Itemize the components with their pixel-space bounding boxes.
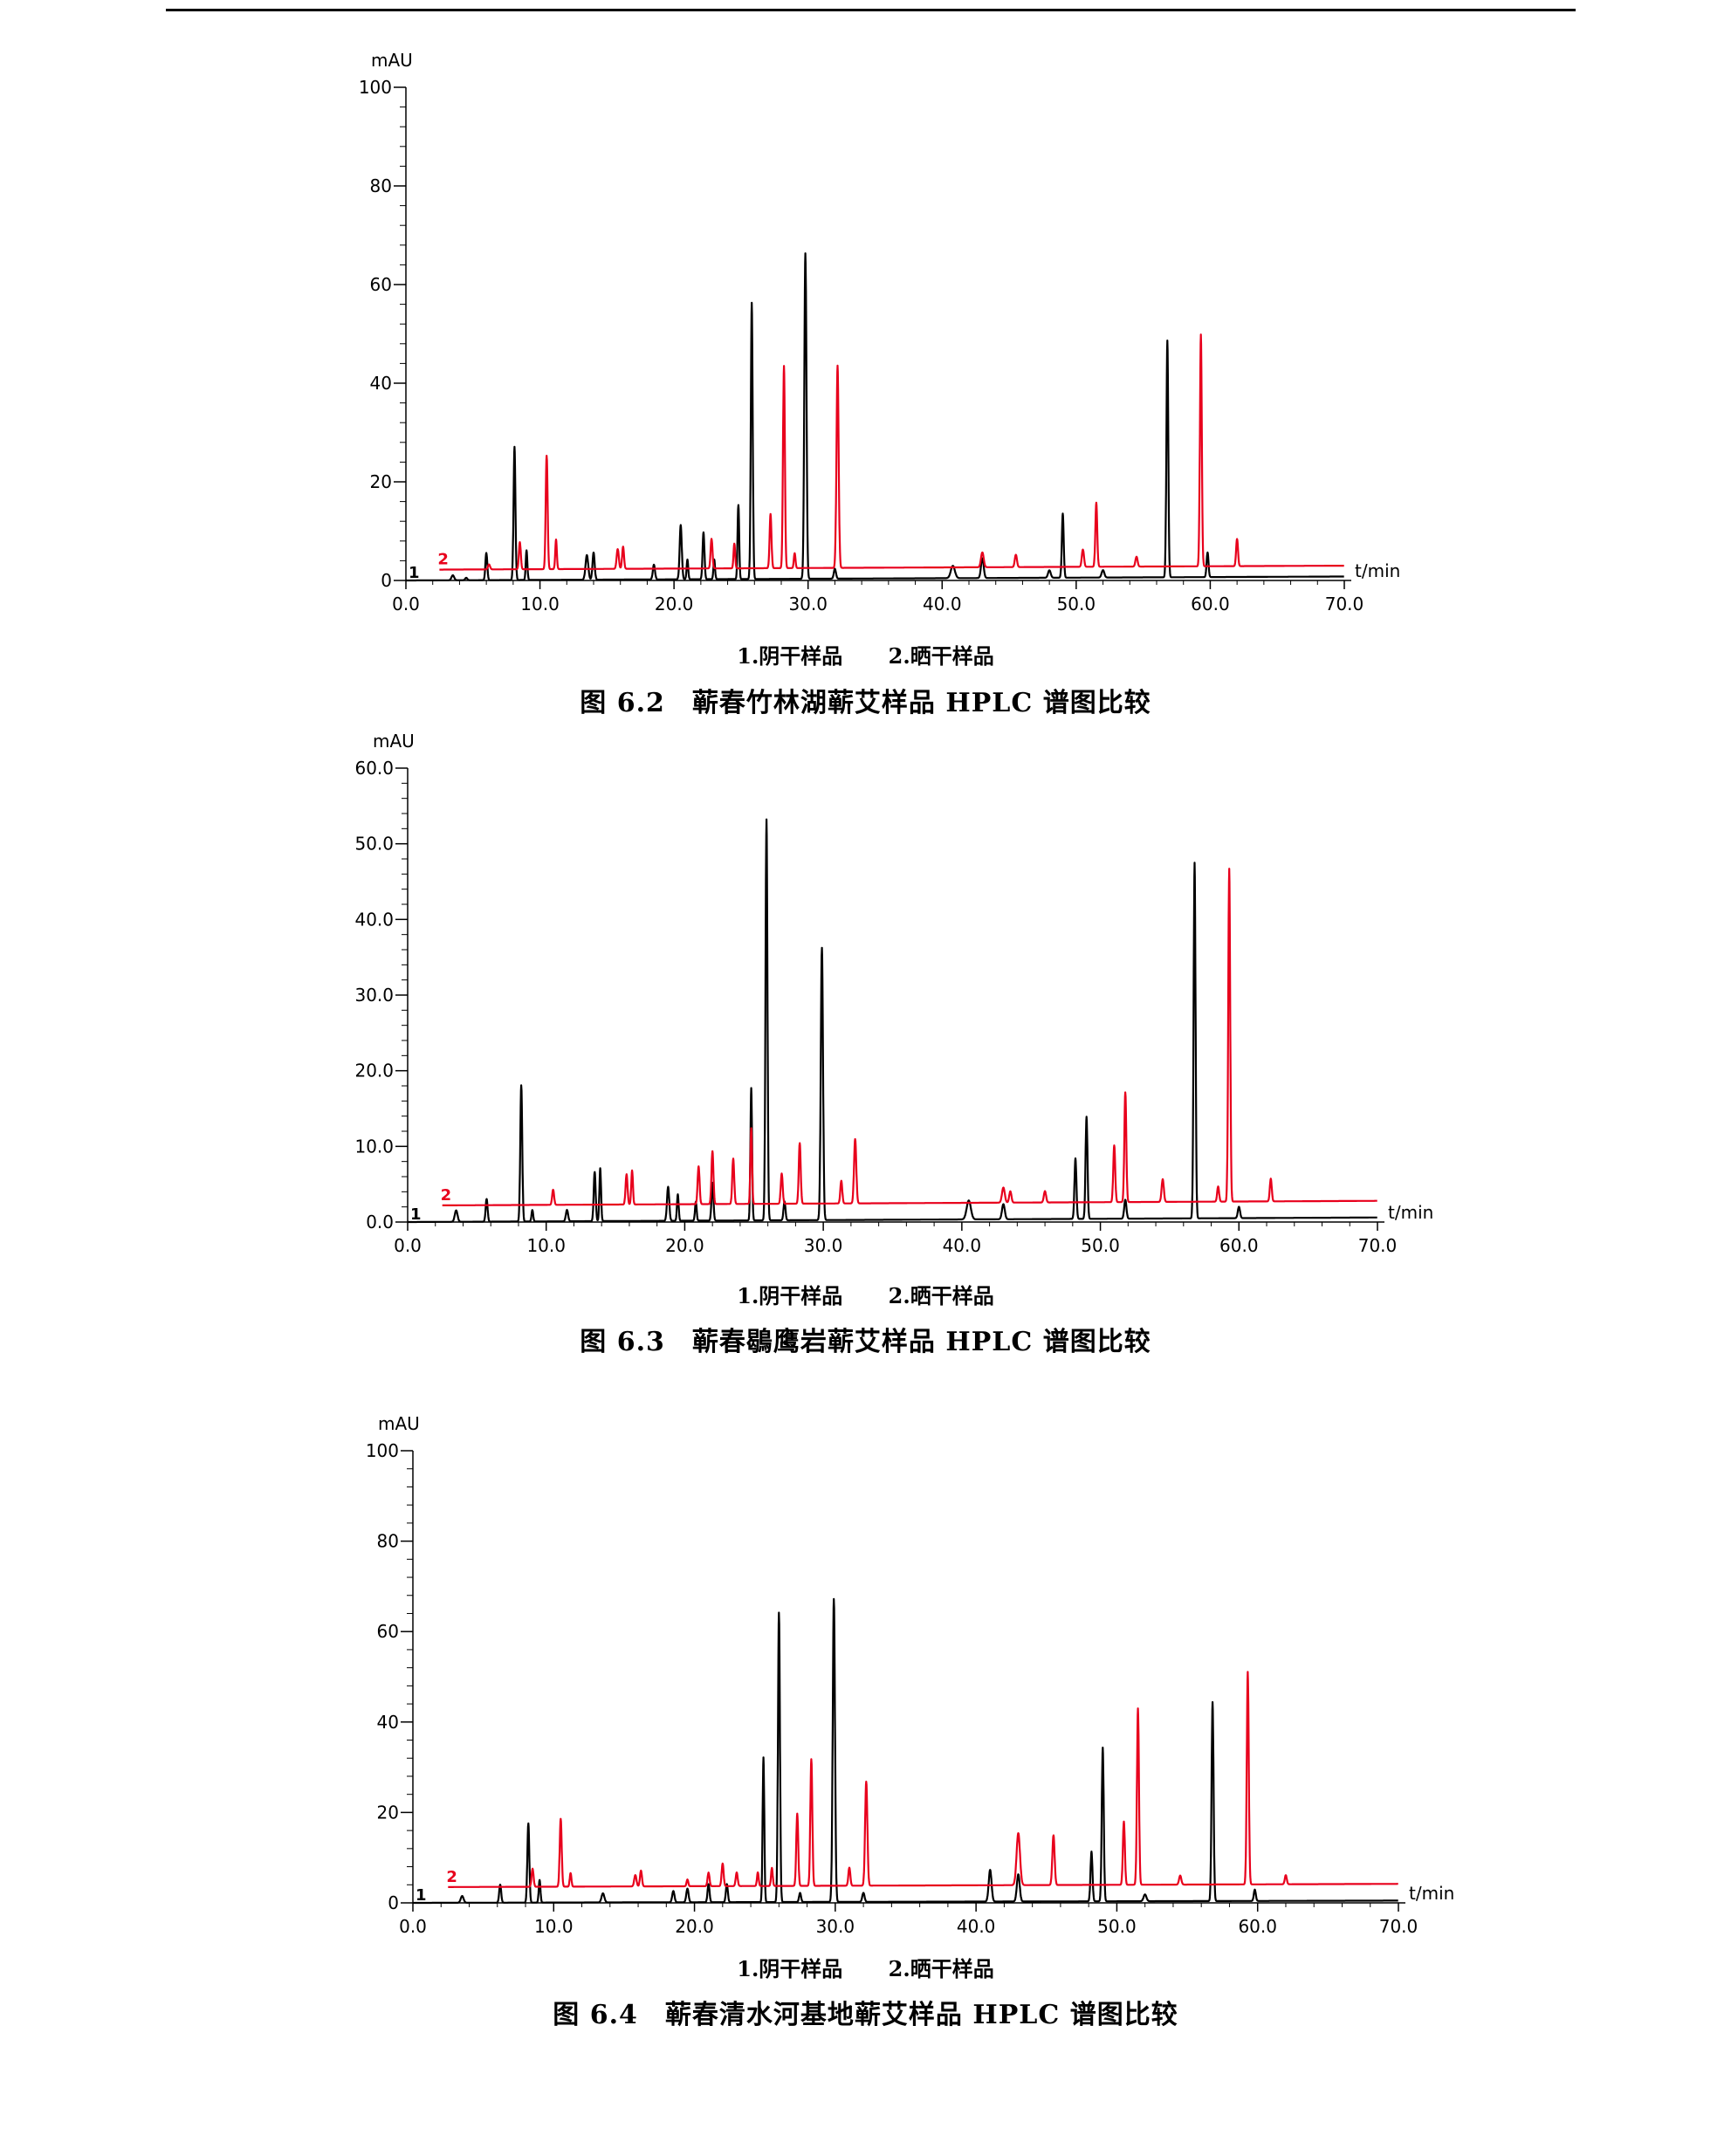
y-tick-label: 20.0 [354,1061,394,1081]
legend-item-shade-dried: 1.阴干样品 [737,1956,843,1981]
y-tick-label: 10.0 [354,1136,394,1157]
trace-series-2 [447,1671,1399,1888]
trace-series-2 [438,333,1345,571]
legend-item-sun-dried: 2.晒干样品 [888,643,994,669]
series-2-label: 2 [441,1186,452,1205]
x-tick-label: 0.0 [394,1235,422,1256]
x-axis-label: t/min [1388,1202,1433,1223]
y-tick-label: 40 [377,1712,399,1733]
x-axis-label: t/min [1355,560,1400,581]
x-tick-label: 70.0 [1358,1235,1398,1256]
x-tick-label: 40.0 [923,594,962,615]
y-tick-label: 100 [359,77,392,98]
page-header-rule [166,9,1576,11]
y-tick-label: 80 [370,175,392,196]
legend-item-shade-dried: 1.阴干样品 [737,643,843,669]
legend-item-sun-dried: 2.晒干样品 [888,1956,994,1981]
trace-series-2 [441,868,1378,1206]
x-tick-label: 40.0 [943,1235,982,1256]
series-2-label: 2 [446,1868,457,1886]
trace-series-1 [407,818,1378,1224]
y-tick-label: 0 [388,1892,399,1913]
x-tick-label: 10.0 [534,1916,574,1937]
x-tick-label: 0.0 [392,594,420,615]
y-axis-label: mAU [378,1413,420,1434]
x-tick-label: 30.0 [804,1235,843,1256]
x-tick-label: 50.0 [1057,594,1096,615]
figure-6-4-legend: 1.阴干样品 2.晒干样品 [0,1952,1731,1982]
y-tick-label: 60 [370,274,392,295]
series-1-label: 1 [416,1886,427,1905]
y-axis-label: mAU [373,731,415,752]
hplc-chart-6-3: 0.0 10.0 20.0 30.0 40.0 50.0 60.0 0.0 10.0 20.0 30… [354,731,1433,1256]
figure-6-3-legend: 1.阴干样品 2.晒干样品 [0,1279,1731,1309]
x-tick-label: 20.0 [665,1235,704,1256]
figure-6-2-caption: 图 6.2 蕲春竹林湖蕲艾样品 HPLC 谱图比较 [580,688,1151,718]
x-tick-label: 60.0 [1191,594,1230,615]
legend-item-shade-dried: 1.阴干样品 [737,1283,843,1308]
x-tick-label: 50.0 [1081,1235,1120,1256]
figure-6-2-legend: 1.阴干样品 2.晒干样品 [0,639,1731,669]
y-tick-label: 100 [366,1440,399,1461]
series-1-label: 1 [409,564,420,582]
y-tick-label: 20 [377,1802,399,1823]
y-tick-label: 40.0 [354,909,394,930]
y-tick-label: 40 [370,373,392,394]
y-tick-label: 60.0 [354,758,394,779]
series-1-label: 1 [410,1205,422,1224]
y-tick-label: 0 [381,570,392,591]
y-tick-label: 50.0 [354,834,394,855]
x-tick-label: 70.0 [1379,1916,1418,1937]
y-tick-label: 80 [377,1531,399,1552]
figure-6-3-caption: 图 6.3 蕲春鶡鹰岩蕲艾样品 HPLC 谱图比较 [580,1327,1151,1357]
x-tick-label: 40.0 [957,1916,996,1937]
y-tick-label: 0.0 [366,1212,394,1232]
x-axis-label: t/min [1409,1883,1454,1904]
x-tick-label: 60.0 [1219,1235,1259,1256]
trace-series-1 [405,252,1345,582]
legend-item-sun-dried: 2.晒干样品 [888,1283,994,1308]
x-tick-label: 30.0 [788,594,828,615]
x-tick-label: 70.0 [1325,594,1364,615]
y-axis-label: mAU [371,50,413,71]
trace-series-1 [412,1597,1399,1905]
x-tick-label: 10.0 [526,1235,566,1256]
x-tick-label: 20.0 [675,1916,714,1937]
y-tick-label: 20 [370,471,392,492]
figure-6-4-caption: 图 6.4 蕲春清水河基地蕲艾样品 HPLC 谱图比较 [553,2000,1178,2030]
series-2-label: 2 [437,551,449,569]
y-tick-label: 60 [377,1621,399,1642]
hplc-chart-6-2: 0 20 40 60 80 100 0.0 10.0 20.0 30.0 40.0 50.0 60.0 7… [359,50,1400,615]
y-tick-label: 30.0 [354,985,394,1006]
x-tick-label: 10.0 [520,594,560,615]
x-tick-label: 20.0 [655,594,694,615]
x-tick-label: 0.0 [399,1916,427,1937]
x-tick-label: 50.0 [1097,1916,1137,1937]
x-tick-label: 30.0 [816,1916,855,1937]
hplc-chart-6-4: 0 20 40 60 80 100 0.0 10.0 20.0 30.0 40.0 50.0 60.0 7… [366,1413,1454,1937]
x-tick-label: 60.0 [1238,1916,1277,1937]
